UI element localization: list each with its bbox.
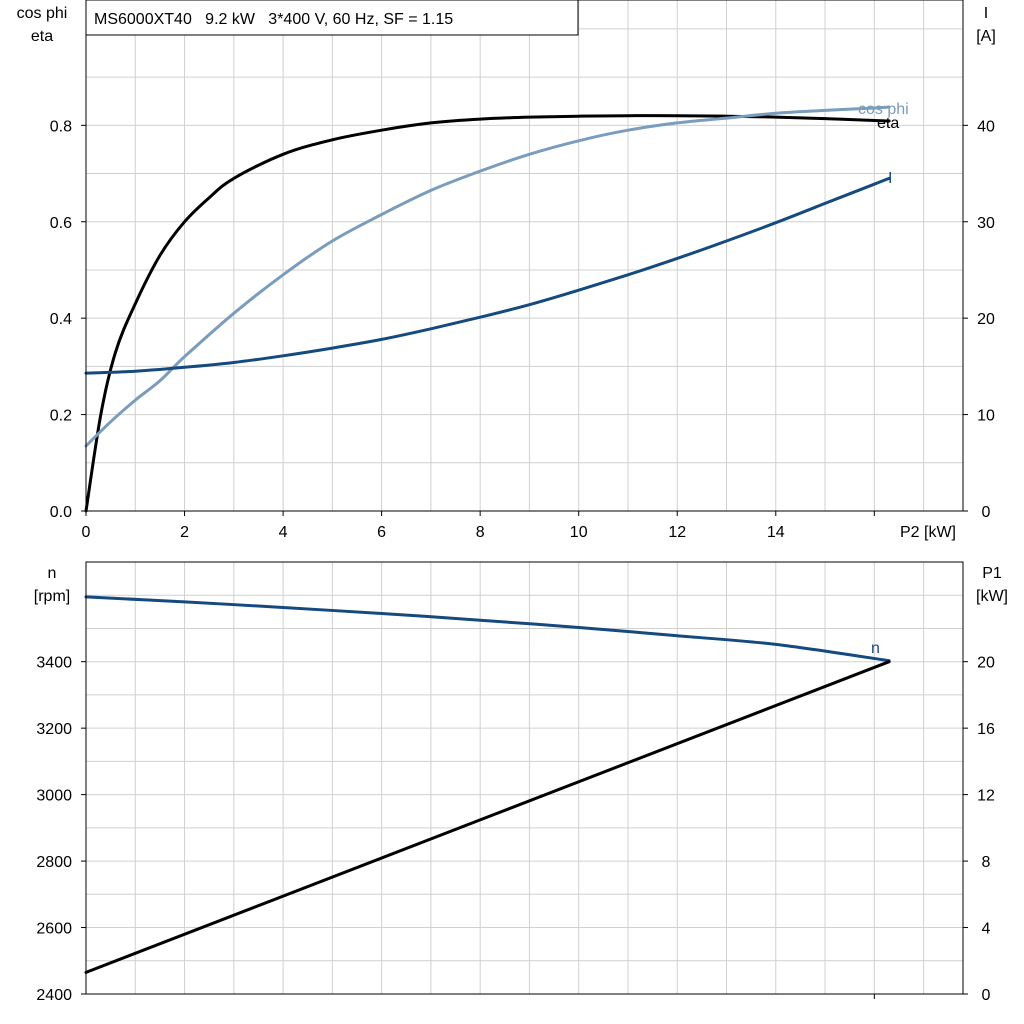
top-left-axis-label-2: eta xyxy=(31,28,53,45)
bottom-plot-frame xyxy=(85,561,964,995)
top-plot-frame xyxy=(85,0,964,512)
bottom-left-tick-label: 3400 xyxy=(36,655,72,672)
bottom-left-tick-label: 3000 xyxy=(36,788,72,805)
x-axis-label: P2 [kW] xyxy=(900,524,956,541)
x-tick-label: 4 xyxy=(279,524,288,541)
top-right-axis-label-2: [A] xyxy=(976,28,996,45)
bottom-right-axis-label-1: P1 xyxy=(982,565,1002,582)
series-label-cos-phi: cos phi xyxy=(858,101,909,118)
chart-title: MS6000XT40 9.2 kW 3*400 V, 60 Hz, SF = 1… xyxy=(94,11,453,28)
top-series-cos-phi-line xyxy=(84,105,891,448)
top-right-tick-label: 40 xyxy=(977,118,995,135)
top-left-tick-label: 0.2 xyxy=(50,408,72,425)
top-left-tick-label: 0.6 xyxy=(50,215,72,232)
bottom-series-p1-line xyxy=(84,660,891,974)
bottom-left-axis-label-1: n xyxy=(48,565,57,582)
top-right-tick-label: 30 xyxy=(977,215,995,232)
top-left-axis-label-1: cos phi xyxy=(17,5,68,22)
bottom-right-tick-label: 12 xyxy=(977,788,995,805)
top-series-i-line xyxy=(84,176,891,375)
top-series-eta-line xyxy=(84,114,891,513)
x-tick-label: 0 xyxy=(82,524,91,541)
top-right-tick-label: 10 xyxy=(977,408,995,425)
bottom-right-axis-label-2: [kW] xyxy=(976,588,1008,605)
bottom-left-tick-label: 2400 xyxy=(36,987,72,1004)
x-tick-label: 6 xyxy=(377,524,386,541)
bottom-right-tick-label: 20 xyxy=(977,655,995,672)
top-left-tick-label: 0.8 xyxy=(50,118,72,135)
bottom-right-tick-label: 8 xyxy=(982,854,991,871)
top-right-tick-label: 0 xyxy=(982,504,991,521)
top-left-tick-label: 0.0 xyxy=(50,504,72,521)
title-box xyxy=(85,0,579,36)
series-label-n: n xyxy=(871,640,880,657)
series-label-eta: eta xyxy=(877,115,899,132)
x-tick-label: 2 xyxy=(180,524,189,541)
top-left-tick-label: 0.4 xyxy=(50,311,72,328)
bottom-left-tick-label: 2600 xyxy=(36,921,72,938)
bottom-right-tick-label: 0 xyxy=(982,987,991,1004)
x-tick-label: 10 xyxy=(570,524,588,541)
top-right-tick-label: 20 xyxy=(977,311,995,328)
x-tick-label: 8 xyxy=(476,524,485,541)
series-label-i: I xyxy=(888,170,892,187)
bottom-left-tick-label: 2800 xyxy=(36,854,72,871)
bottom-left-axis-label-2: [rpm] xyxy=(34,588,70,605)
bottom-series-n-line xyxy=(84,595,891,663)
bottom-right-tick-label: 16 xyxy=(977,721,995,738)
x-tick-label: 12 xyxy=(668,524,686,541)
top-right-axis-label-1: I xyxy=(984,5,988,22)
bottom-left-tick-label: 3200 xyxy=(36,721,72,738)
bottom-right-tick-label: 4 xyxy=(982,921,991,938)
x-tick-label: 14 xyxy=(767,524,785,541)
